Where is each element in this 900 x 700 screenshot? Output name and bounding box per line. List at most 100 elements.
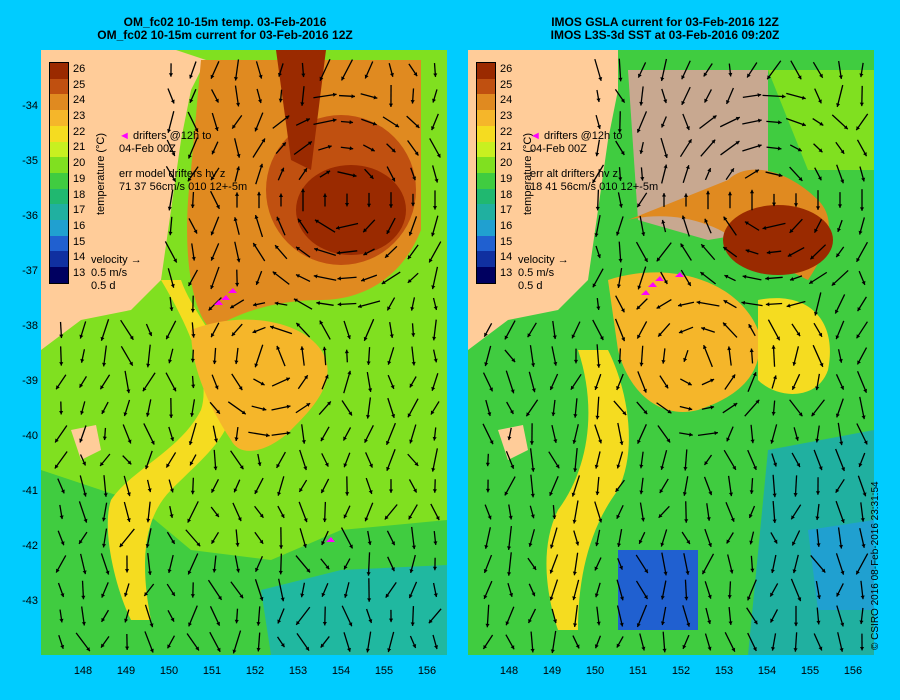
- current-arrow-head: [643, 388, 647, 393]
- current-arrow-head: [572, 519, 577, 524]
- current-arrow-shaft: [741, 301, 763, 307]
- left-drifters-line1: drifters @12h to: [132, 130, 212, 142]
- current-arrow-head: [144, 465, 149, 470]
- current-arrow-head: [211, 488, 215, 493]
- current-arrow-head: [748, 324, 753, 329]
- current-arrow-head: [639, 150, 644, 154]
- current-arrow-head: [276, 463, 281, 468]
- current-arrow-head: [102, 436, 107, 441]
- current-arrow-head: [723, 247, 728, 251]
- current-arrow-head: [234, 619, 239, 624]
- current-arrow-head: [749, 348, 754, 353]
- colorbar-swatch: [50, 63, 68, 79]
- current-arrow-head: [239, 465, 244, 470]
- current-arrow-head: [433, 593, 438, 597]
- left-velocity-key: velocity → 0.5 m/s 0.5 d: [91, 254, 142, 293]
- current-arrow-shaft: [720, 140, 740, 156]
- current-arrow-head: [553, 361, 558, 366]
- current-arrow-head: [596, 364, 601, 368]
- current-arrow-head: [410, 100, 415, 104]
- current-arrow-shaft: [147, 501, 151, 523]
- current-arrow-shaft: [428, 241, 442, 263]
- current-arrow-shaft: [809, 244, 827, 260]
- current-arrow-head: [815, 438, 820, 443]
- left-title-line1: OM_fc02 10-15m temp. 03-Feb-2016: [123, 15, 327, 29]
- current-arrow-shaft: [232, 630, 242, 654]
- current-arrow-head: [707, 168, 712, 173]
- current-arrow-shaft: [683, 553, 689, 575]
- current-arrow-shaft: [341, 605, 353, 627]
- current-arrow-head: [389, 334, 394, 338]
- current-arrow-head: [55, 438, 59, 443]
- current-arrow-head: [387, 306, 391, 311]
- current-arrow-shaft: [573, 500, 579, 524]
- current-arrow-head: [217, 595, 222, 600]
- current-arrow-head: [299, 487, 303, 492]
- current-arrow-head: [253, 242, 257, 247]
- velocity-arrow-icon: →: [130, 254, 142, 266]
- current-arrow-head: [552, 515, 557, 519]
- current-arrow-head: [810, 255, 815, 260]
- current-arrow-head: [532, 565, 537, 570]
- current-arrow-shaft: [504, 476, 516, 496]
- current-arrow-head: [190, 308, 195, 313]
- current-arrow-head: [381, 280, 386, 284]
- current-arrow-head: [859, 73, 864, 78]
- current-arrow-head: [777, 146, 782, 151]
- current-arrow-head: [261, 138, 266, 143]
- current-arrow-head: [616, 643, 621, 648]
- current-arrow-head: [302, 543, 307, 548]
- current-arrow-head: [391, 148, 396, 153]
- current-arrow-head: [529, 441, 534, 445]
- current-arrow-head: [280, 643, 285, 648]
- current-arrow-head: [860, 595, 865, 600]
- current-arrow-shaft: [54, 425, 68, 443]
- current-arrow-head: [145, 412, 150, 417]
- current-arrow-head: [319, 76, 324, 81]
- current-arrow-shaft: [319, 320, 331, 340]
- current-arrow-shaft: [185, 529, 201, 547]
- current-arrow-shaft: [100, 553, 110, 575]
- current-arrow-shaft: [785, 117, 807, 127]
- current-arrow-shaft: [168, 189, 174, 211]
- current-arrow-shaft: [144, 604, 154, 628]
- current-arrow-head: [656, 257, 661, 262]
- current-arrow-head: [815, 491, 821, 495]
- current-arrow-shaft: [790, 578, 802, 602]
- current-arrow-head: [704, 461, 709, 466]
- current-arrow-head: [300, 346, 305, 351]
- current-arrow-head: [83, 518, 88, 523]
- current-arrow-shaft: [147, 344, 151, 368]
- current-arrow-head: [231, 332, 236, 336]
- current-arrow-shaft: [696, 301, 720, 307]
- current-arrow-head: [276, 345, 281, 350]
- current-arrow-head: [841, 467, 846, 472]
- right-drifters-line1: drifters @12h to: [543, 130, 623, 142]
- current-arrow-head: [351, 94, 355, 99]
- current-arrow-head: [189, 74, 194, 79]
- colorbar-tick-label: 23: [500, 110, 513, 122]
- right-current-arrows: [482, 58, 869, 654]
- current-arrow-head: [765, 276, 769, 281]
- current-arrow-shaft: [143, 423, 155, 445]
- current-arrow-head: [596, 98, 601, 102]
- current-arrow-shaft: [635, 580, 649, 600]
- current-arrow-head: [744, 221, 749, 226]
- current-arrow-shaft: [120, 319, 134, 341]
- current-arrow-head: [256, 647, 261, 652]
- current-arrow-head: [100, 385, 104, 390]
- current-arrow-head: [681, 100, 686, 105]
- current-arrow-head: [644, 569, 648, 574]
- current-arrow-shaft: [549, 579, 559, 601]
- current-arrow-head: [282, 142, 286, 147]
- current-arrow-head: [215, 98, 219, 103]
- current-arrow-shaft: [747, 449, 757, 471]
- current-arrow-head: [322, 193, 328, 197]
- current-arrow-head: [796, 463, 801, 468]
- current-arrow-head: [59, 411, 64, 415]
- current-arrow-shaft: [747, 371, 757, 393]
- y-tick-label: -37: [22, 265, 38, 277]
- current-arrow-head: [346, 335, 351, 340]
- current-arrow-shaft: [189, 422, 197, 446]
- current-arrow-head: [787, 252, 792, 257]
